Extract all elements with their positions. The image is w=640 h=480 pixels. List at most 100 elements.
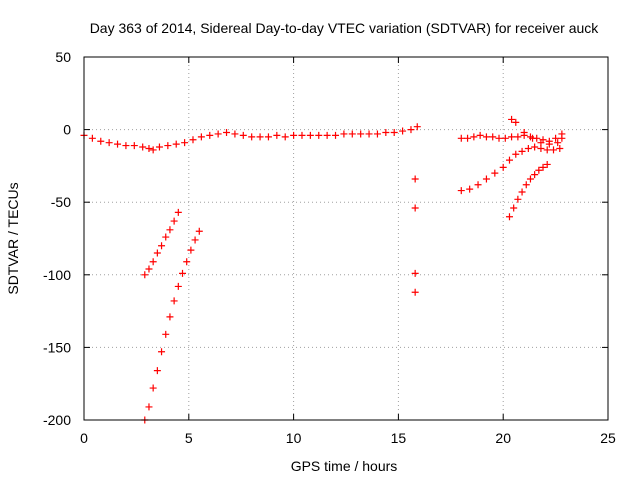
data-point xyxy=(512,118,520,126)
data-point xyxy=(550,146,558,154)
data-point xyxy=(543,146,551,154)
plot-frame xyxy=(83,56,609,421)
series-descending-arc-2 xyxy=(141,227,203,424)
data-point xyxy=(499,163,507,171)
data-point xyxy=(554,139,562,147)
series-late-rising-arc-2 xyxy=(505,160,551,221)
data-point xyxy=(520,129,528,137)
data-point xyxy=(97,137,105,145)
data-point xyxy=(470,133,478,141)
data-point xyxy=(413,123,421,131)
data-point xyxy=(529,134,537,142)
data-point xyxy=(264,133,272,141)
data-point xyxy=(556,144,564,152)
data-point xyxy=(524,144,532,152)
data-point xyxy=(411,269,419,277)
data-point xyxy=(514,133,522,141)
data-point xyxy=(281,133,289,141)
data-point xyxy=(105,139,113,147)
data-point xyxy=(340,130,348,138)
data-point xyxy=(545,140,553,148)
data-point xyxy=(114,140,122,148)
data-point xyxy=(191,236,199,244)
data-point xyxy=(464,134,472,142)
data-point xyxy=(505,213,513,221)
series-main-band xyxy=(80,123,421,154)
data-point xyxy=(505,156,513,164)
data-point xyxy=(357,130,365,138)
data-point xyxy=(170,297,178,305)
data-point xyxy=(153,249,161,257)
x-tick-label: 10 xyxy=(286,430,302,446)
x-tick-label: 20 xyxy=(495,430,511,446)
x-axis-label: GPS time / hours xyxy=(291,458,398,474)
data-point xyxy=(139,143,147,151)
data-point xyxy=(457,134,465,142)
data-point xyxy=(315,131,323,139)
x-tick-label: 5 xyxy=(185,430,193,446)
data-point xyxy=(298,131,306,139)
data-point xyxy=(399,127,407,135)
data-point xyxy=(474,181,482,189)
data-point xyxy=(518,147,526,155)
y-tick-label: -100 xyxy=(43,267,71,283)
data-point xyxy=(183,258,191,266)
data-point xyxy=(174,208,182,216)
data-point xyxy=(122,142,130,150)
data-point xyxy=(466,185,474,193)
data-point xyxy=(501,134,509,142)
x-tick-label: 15 xyxy=(391,430,407,446)
data-point xyxy=(495,134,503,142)
data-point xyxy=(373,130,381,138)
data-point xyxy=(518,188,526,196)
data-point xyxy=(558,134,566,142)
data-point xyxy=(166,313,174,321)
series-late-upper-arc xyxy=(508,115,566,148)
data-point xyxy=(189,136,197,144)
data-point xyxy=(365,130,373,138)
data-point xyxy=(141,271,149,279)
y-tick-label: -150 xyxy=(43,339,71,355)
series-late-rising-arc-1 xyxy=(457,143,564,195)
data-point xyxy=(88,134,96,142)
series-isolated-points xyxy=(411,175,419,296)
data-point xyxy=(162,233,170,241)
data-point xyxy=(223,129,231,137)
y-tick-label: 0 xyxy=(63,122,71,138)
data-point xyxy=(166,226,174,234)
data-point xyxy=(332,131,340,139)
data-point xyxy=(491,169,499,177)
y-tick-label: -200 xyxy=(43,412,71,428)
grid-lines xyxy=(84,57,608,420)
data-point xyxy=(407,126,415,134)
data-point xyxy=(172,140,180,148)
data-point xyxy=(306,131,314,139)
data-point xyxy=(482,175,490,183)
data-point xyxy=(149,146,157,154)
chart-title: Day 363 of 2014, Sidereal Day-to-day VTE… xyxy=(90,20,600,36)
data-point xyxy=(512,150,520,158)
data-point xyxy=(482,133,490,141)
data-point xyxy=(522,181,530,189)
data-point xyxy=(457,187,465,195)
data-point xyxy=(130,142,138,150)
data-point xyxy=(535,166,543,174)
data-point xyxy=(145,144,153,152)
data-point xyxy=(323,131,331,139)
data-point xyxy=(179,269,187,277)
data-point xyxy=(164,142,172,150)
data-point xyxy=(514,195,522,203)
series-descending-arc-1 xyxy=(141,208,182,279)
x-tick-label: 0 xyxy=(80,430,88,446)
data-point xyxy=(508,133,516,141)
x-tick-label: 25 xyxy=(600,430,616,446)
data-point xyxy=(239,131,247,139)
data-point xyxy=(273,131,281,139)
data-point xyxy=(170,217,178,225)
data-point xyxy=(187,246,195,254)
data-point xyxy=(231,130,239,138)
data-point xyxy=(537,139,545,147)
y-tick-label: 50 xyxy=(55,49,71,65)
